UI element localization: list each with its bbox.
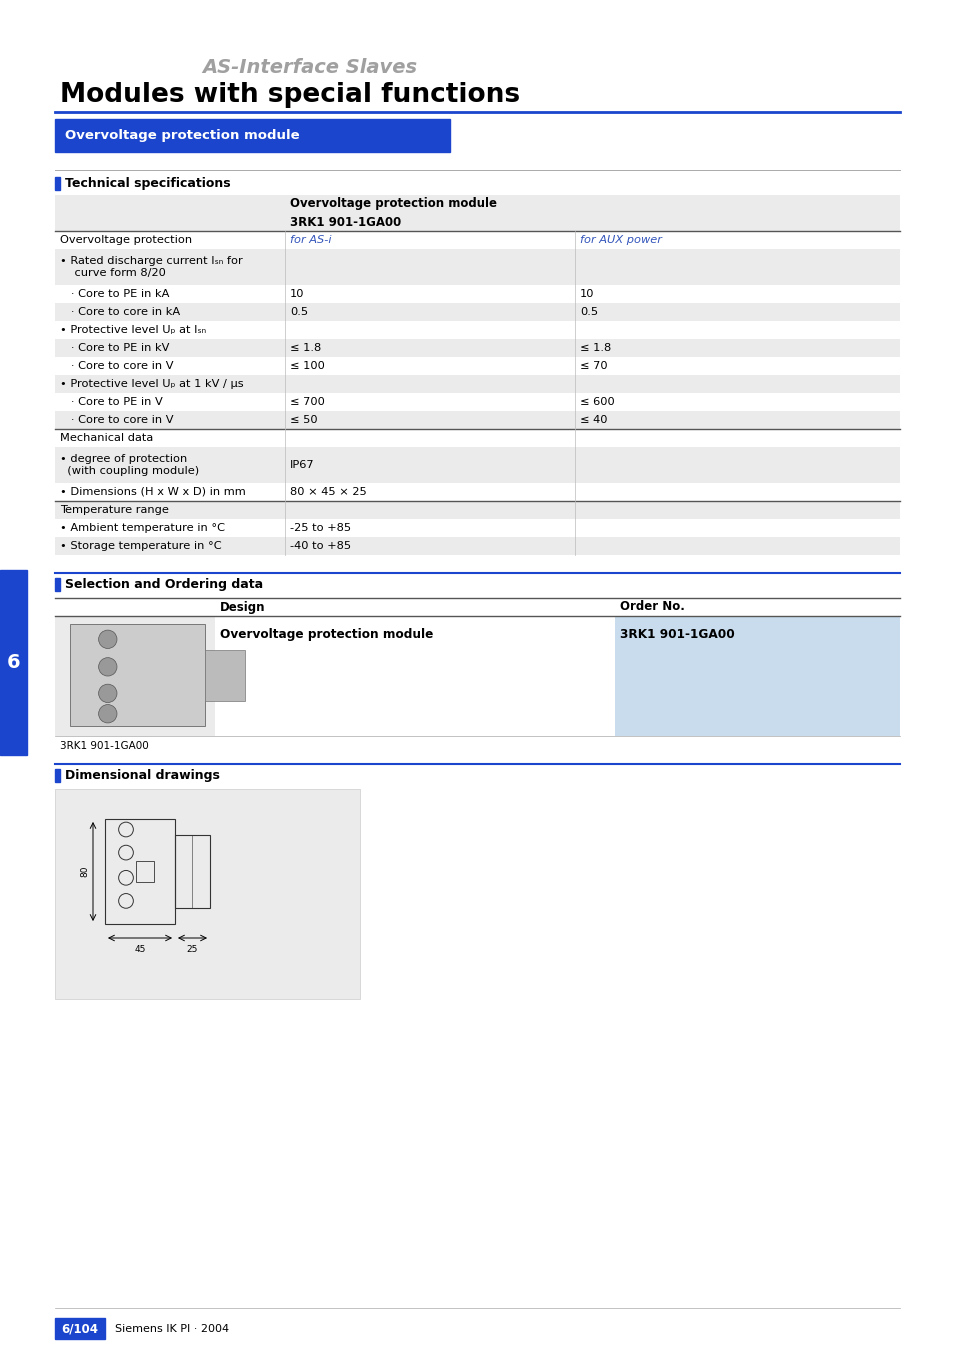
- Bar: [55, 376, 899, 393]
- Text: AS-Interface Slaves: AS-Interface Slaves: [202, 58, 417, 77]
- Text: • Protective level Uₚ at Iₛₙ: • Protective level Uₚ at Iₛₙ: [60, 326, 206, 335]
- Bar: [55, 519, 899, 536]
- Bar: [55, 598, 899, 616]
- Text: 6: 6: [7, 653, 20, 671]
- Bar: [55, 501, 899, 519]
- Text: for AUX power: for AUX power: [579, 235, 661, 245]
- Text: Design: Design: [220, 600, 265, 613]
- Circle shape: [98, 658, 117, 676]
- Text: Overvoltage protection module: Overvoltage protection module: [65, 128, 299, 142]
- Text: • Protective level Uₚ at 1 kV / μs: • Protective level Uₚ at 1 kV / μs: [60, 380, 243, 389]
- Bar: [105, 819, 174, 924]
- Text: ≤ 700: ≤ 700: [290, 397, 325, 407]
- Text: Mechanical data: Mechanical data: [60, 434, 153, 443]
- Bar: [55, 536, 899, 555]
- Bar: [55, 447, 899, 484]
- Text: ≤ 1.8: ≤ 1.8: [579, 343, 611, 353]
- Bar: [70, 624, 205, 725]
- Text: ≤ 50: ≤ 50: [290, 415, 317, 426]
- Text: 0.5: 0.5: [290, 307, 308, 317]
- Text: 80: 80: [80, 866, 90, 877]
- Circle shape: [98, 684, 117, 703]
- Bar: [55, 357, 899, 376]
- Text: ≤ 600: ≤ 600: [579, 397, 614, 407]
- Text: ≤ 100: ≤ 100: [290, 361, 325, 372]
- Text: 10: 10: [290, 289, 304, 299]
- Text: · Core to core in V: · Core to core in V: [60, 361, 173, 372]
- Text: 3RK1 901-1GA00: 3RK1 901-1GA00: [619, 628, 734, 640]
- Text: for AS-i: for AS-i: [290, 235, 331, 245]
- Text: 45: 45: [134, 944, 146, 954]
- Bar: [55, 339, 899, 357]
- Text: Dimensional drawings: Dimensional drawings: [65, 769, 219, 782]
- Bar: [136, 861, 153, 882]
- Bar: [55, 411, 899, 430]
- Text: 0.5: 0.5: [579, 307, 598, 317]
- Text: · Core to core in kA: · Core to core in kA: [60, 307, 180, 317]
- Text: · Core to PE in kV: · Core to PE in kV: [60, 343, 170, 353]
- Text: ≤ 1.8: ≤ 1.8: [290, 343, 321, 353]
- Text: ≤ 40: ≤ 40: [579, 415, 607, 426]
- Bar: [55, 177, 60, 190]
- Bar: [55, 195, 899, 213]
- Bar: [55, 616, 214, 736]
- Text: Overvoltage protection module: Overvoltage protection module: [290, 197, 497, 211]
- Circle shape: [98, 630, 117, 648]
- Bar: [55, 769, 60, 782]
- Bar: [0, 570, 27, 755]
- Text: • Rated discharge current Iₛₙ for
    curve form 8/20: • Rated discharge current Iₛₙ for curve …: [60, 257, 242, 278]
- Bar: [55, 285, 899, 303]
- Text: · Core to PE in kA: · Core to PE in kA: [60, 289, 170, 299]
- Bar: [55, 303, 899, 322]
- Text: • Ambient temperature in °C: • Ambient temperature in °C: [60, 523, 225, 534]
- Text: • Storage temperature in °C: • Storage temperature in °C: [60, 540, 221, 551]
- Text: Overvoltage protection: Overvoltage protection: [60, 235, 192, 245]
- Text: Modules with special functions: Modules with special functions: [60, 82, 519, 108]
- Text: 25: 25: [187, 944, 198, 954]
- Text: 3RK1 901-1GA00: 3RK1 901-1GA00: [60, 740, 149, 751]
- Text: Overvoltage protection module: Overvoltage protection module: [220, 628, 433, 640]
- Bar: [55, 322, 899, 339]
- Bar: [55, 393, 899, 411]
- Text: • Dimensions (H x W x D) in mm: • Dimensions (H x W x D) in mm: [60, 486, 246, 497]
- Bar: [55, 430, 899, 447]
- Text: Siemens IK PI · 2004: Siemens IK PI · 2004: [115, 1324, 229, 1333]
- Text: 10: 10: [579, 289, 594, 299]
- Text: Order No.: Order No.: [619, 600, 684, 613]
- Text: -25 to +85: -25 to +85: [290, 523, 351, 534]
- Bar: [615, 616, 899, 736]
- Text: · Core to core in V: · Core to core in V: [60, 415, 173, 426]
- Bar: [205, 650, 245, 701]
- Text: 80 × 45 × 25: 80 × 45 × 25: [290, 486, 366, 497]
- Text: 3RK1 901-1GA00: 3RK1 901-1GA00: [290, 216, 401, 228]
- Bar: [55, 789, 359, 998]
- Bar: [55, 1319, 105, 1339]
- Text: IP67: IP67: [290, 459, 314, 470]
- Text: Temperature range: Temperature range: [60, 505, 169, 515]
- Bar: [55, 578, 60, 590]
- Text: • degree of protection
  (with coupling module): • degree of protection (with coupling mo…: [60, 454, 199, 476]
- Text: Selection and Ordering data: Selection and Ordering data: [65, 578, 263, 590]
- Text: 6/104: 6/104: [61, 1323, 98, 1335]
- Text: ≤ 70: ≤ 70: [579, 361, 607, 372]
- Bar: [55, 249, 899, 285]
- Bar: [55, 231, 899, 249]
- Text: · Core to PE in V: · Core to PE in V: [60, 397, 163, 407]
- Text: -40 to +85: -40 to +85: [290, 540, 351, 551]
- Text: Technical specifications: Technical specifications: [65, 177, 231, 190]
- Bar: [55, 484, 899, 501]
- Bar: [55, 119, 450, 153]
- Bar: [55, 213, 899, 231]
- Circle shape: [98, 705, 117, 723]
- Bar: [174, 835, 210, 908]
